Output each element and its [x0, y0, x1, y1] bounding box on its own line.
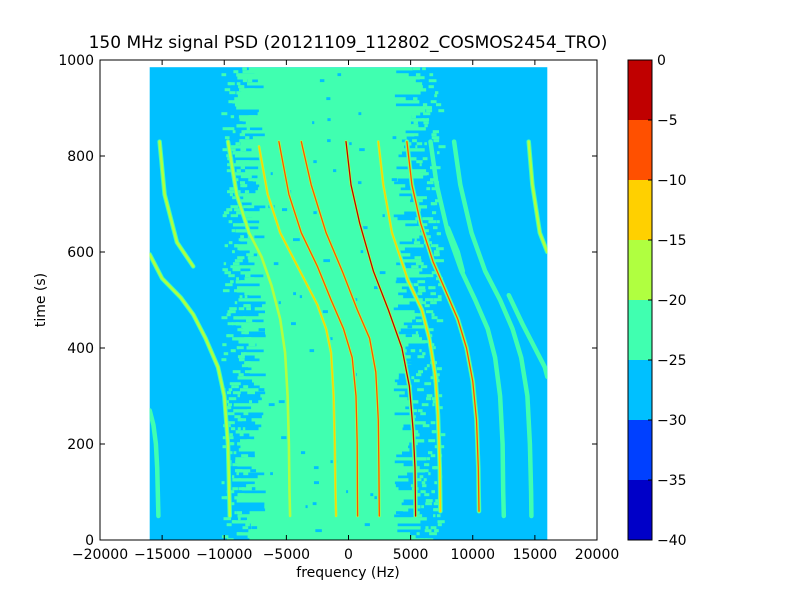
colorbar-segment	[628, 360, 652, 420]
x-tick-label: −10000	[196, 547, 252, 563]
signal-tracks	[149, 139, 548, 519]
x-tick-label: −5000	[263, 547, 310, 563]
y-tick-label: 400	[67, 341, 94, 357]
x-tick-label: 0	[344, 547, 353, 563]
colorbar-tick-label: −15	[657, 233, 687, 249]
y-tick-label: 200	[67, 437, 94, 453]
signal-track	[149, 252, 233, 519]
colorbar-tick-label: −35	[657, 473, 687, 489]
colorbar-tick-label: −40	[657, 533, 687, 549]
colorbar-tick-label: 0	[657, 53, 666, 69]
signal-track	[376, 139, 443, 514]
signal-track	[276, 139, 360, 519]
y-tick-label: 1000	[58, 53, 94, 69]
chart-title: 150 MHz signal PSD (20121109_112802_COSM…	[89, 33, 608, 53]
signal-track	[526, 139, 548, 255]
colorbar-tick-label: −5	[657, 113, 678, 129]
colorbar-segment	[628, 420, 652, 480]
x-tick-label: −20000	[72, 547, 128, 563]
colorbar-segment	[628, 60, 652, 120]
x-axis-label: frequency (Hz)	[296, 565, 399, 581]
y-tick-label: 600	[67, 245, 94, 261]
signal-track	[428, 139, 507, 519]
signal-track	[157, 139, 196, 269]
signal-track	[149, 408, 161, 519]
signal-track	[225, 139, 293, 519]
signal-track	[299, 139, 382, 519]
signal-track	[506, 292, 548, 380]
colorbar-segment	[628, 300, 652, 360]
signal-track	[404, 139, 482, 514]
colorbar-segment	[628, 240, 652, 300]
y-tick-label: 0	[85, 533, 94, 549]
colorbar-segment	[628, 120, 652, 180]
signal-track	[343, 139, 418, 519]
colorbar-tick-label: −10	[657, 173, 687, 189]
x-tick-label: 20000	[575, 547, 620, 563]
y-axis: 0 200 400 600 800 1000	[58, 53, 597, 549]
signal-track	[451, 139, 534, 519]
x-tick-label: 10000	[450, 547, 495, 563]
colorbar-segment	[628, 180, 652, 240]
colorbar-tick-label: −25	[657, 353, 687, 369]
x-axis: −20000 −15000 −10000 −5000 0 5000 10000 15000 20…	[72, 60, 619, 563]
x-tick-label: −15000	[134, 547, 190, 563]
colorbar-tick-label: −30	[657, 413, 687, 429]
signal-track	[445, 225, 466, 274]
heatmap-layer	[149, 67, 548, 540]
x-tick-label: 5000	[393, 547, 429, 563]
signal-track	[256, 144, 339, 519]
colorbar-tick-label: −20	[657, 293, 687, 309]
x-tick-label: 15000	[513, 547, 558, 563]
y-tick-label: 800	[67, 149, 94, 165]
colorbar-segment	[628, 480, 652, 540]
y-axis-label: time (s)	[33, 273, 49, 327]
colorbar: −40 −35 −30 −25 −20 −15 −10 −5 0	[627, 53, 687, 549]
